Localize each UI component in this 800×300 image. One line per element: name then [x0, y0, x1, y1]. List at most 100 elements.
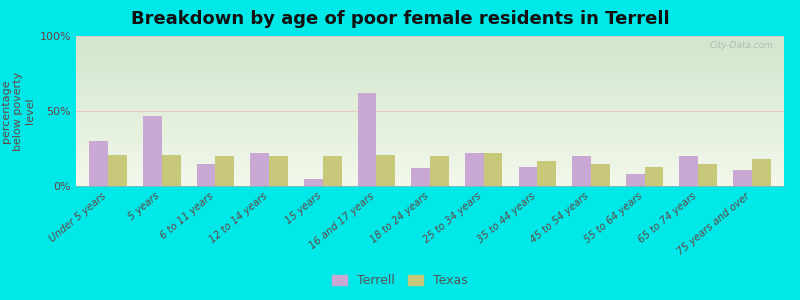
Bar	[76, 39, 784, 40]
Bar	[76, 54, 784, 55]
Bar	[76, 94, 784, 95]
Bar	[76, 89, 784, 90]
Bar	[76, 71, 784, 72]
Bar	[76, 99, 784, 100]
Bar	[76, 150, 784, 151]
Bar	[76, 181, 784, 182]
Bar	[76, 125, 784, 126]
Bar	[76, 50, 784, 51]
Bar	[269, 156, 288, 186]
Bar	[76, 84, 784, 85]
Bar	[76, 176, 784, 177]
Bar	[76, 174, 784, 175]
Bar	[76, 127, 784, 128]
Bar	[76, 118, 784, 119]
Bar	[76, 49, 784, 50]
Bar	[76, 155, 784, 156]
Bar	[76, 154, 784, 155]
Bar	[76, 160, 784, 161]
Bar	[76, 79, 784, 80]
Bar	[76, 93, 784, 94]
Bar	[76, 82, 784, 83]
Bar	[76, 77, 784, 78]
Bar	[90, 141, 108, 186]
Bar	[76, 175, 784, 176]
Bar	[76, 38, 784, 39]
Bar	[76, 68, 784, 69]
Bar	[76, 44, 784, 45]
Bar	[76, 167, 784, 168]
Bar	[76, 104, 784, 105]
Bar	[76, 177, 784, 178]
Bar	[76, 128, 784, 129]
Bar	[76, 152, 784, 153]
Bar	[76, 58, 784, 59]
Bar	[76, 87, 784, 88]
Bar	[76, 86, 784, 87]
Bar	[76, 115, 784, 116]
Bar	[143, 116, 162, 186]
Bar	[76, 114, 784, 115]
Bar	[76, 156, 784, 157]
Bar	[76, 55, 784, 56]
Bar	[76, 108, 784, 109]
Bar	[250, 153, 269, 186]
Bar	[76, 158, 784, 159]
Bar	[76, 185, 784, 186]
Bar	[76, 120, 784, 121]
Bar	[76, 163, 784, 164]
Bar	[76, 82, 784, 83]
Bar	[76, 159, 784, 160]
Bar	[76, 65, 784, 66]
Bar	[626, 174, 645, 186]
Bar	[358, 93, 376, 186]
Bar	[733, 169, 752, 186]
Bar	[76, 143, 784, 144]
Bar	[76, 46, 784, 47]
Bar	[76, 88, 784, 89]
Bar	[322, 156, 342, 186]
Bar	[76, 145, 784, 146]
Bar	[76, 103, 784, 104]
Bar	[76, 172, 784, 173]
Bar	[76, 111, 784, 112]
Bar	[76, 129, 784, 130]
Bar	[484, 153, 502, 186]
Bar	[76, 72, 784, 73]
Bar	[76, 131, 784, 132]
Bar	[538, 160, 556, 186]
Bar	[76, 66, 784, 67]
Y-axis label: percentage
below poverty
level: percentage below poverty level	[1, 71, 35, 151]
Bar	[76, 140, 784, 141]
Bar	[215, 156, 234, 186]
Bar	[76, 113, 784, 114]
Bar	[76, 170, 784, 171]
Bar	[76, 178, 784, 179]
Bar	[76, 70, 784, 71]
Bar	[76, 61, 784, 62]
Bar	[76, 85, 784, 86]
Bar	[76, 69, 784, 70]
Bar	[76, 100, 784, 101]
Bar	[76, 83, 784, 84]
Text: Breakdown by age of poor female residents in Terrell: Breakdown by age of poor female resident…	[130, 11, 670, 28]
Bar	[76, 165, 784, 166]
Bar	[76, 121, 784, 122]
Bar	[76, 146, 784, 147]
Text: City-Data.com: City-Data.com	[710, 40, 774, 50]
Bar	[679, 156, 698, 186]
Bar	[411, 168, 430, 186]
Bar	[76, 122, 784, 123]
Bar	[76, 76, 784, 77]
Bar	[76, 40, 784, 41]
Bar	[76, 52, 784, 53]
Bar	[76, 171, 784, 172]
Legend: Terrell, Texas: Terrell, Texas	[329, 270, 471, 291]
Bar	[76, 138, 784, 139]
Bar	[76, 139, 784, 140]
Bar	[752, 159, 770, 186]
Bar	[76, 78, 784, 79]
Bar	[197, 164, 215, 186]
Bar	[76, 53, 784, 54]
Bar	[76, 118, 784, 119]
